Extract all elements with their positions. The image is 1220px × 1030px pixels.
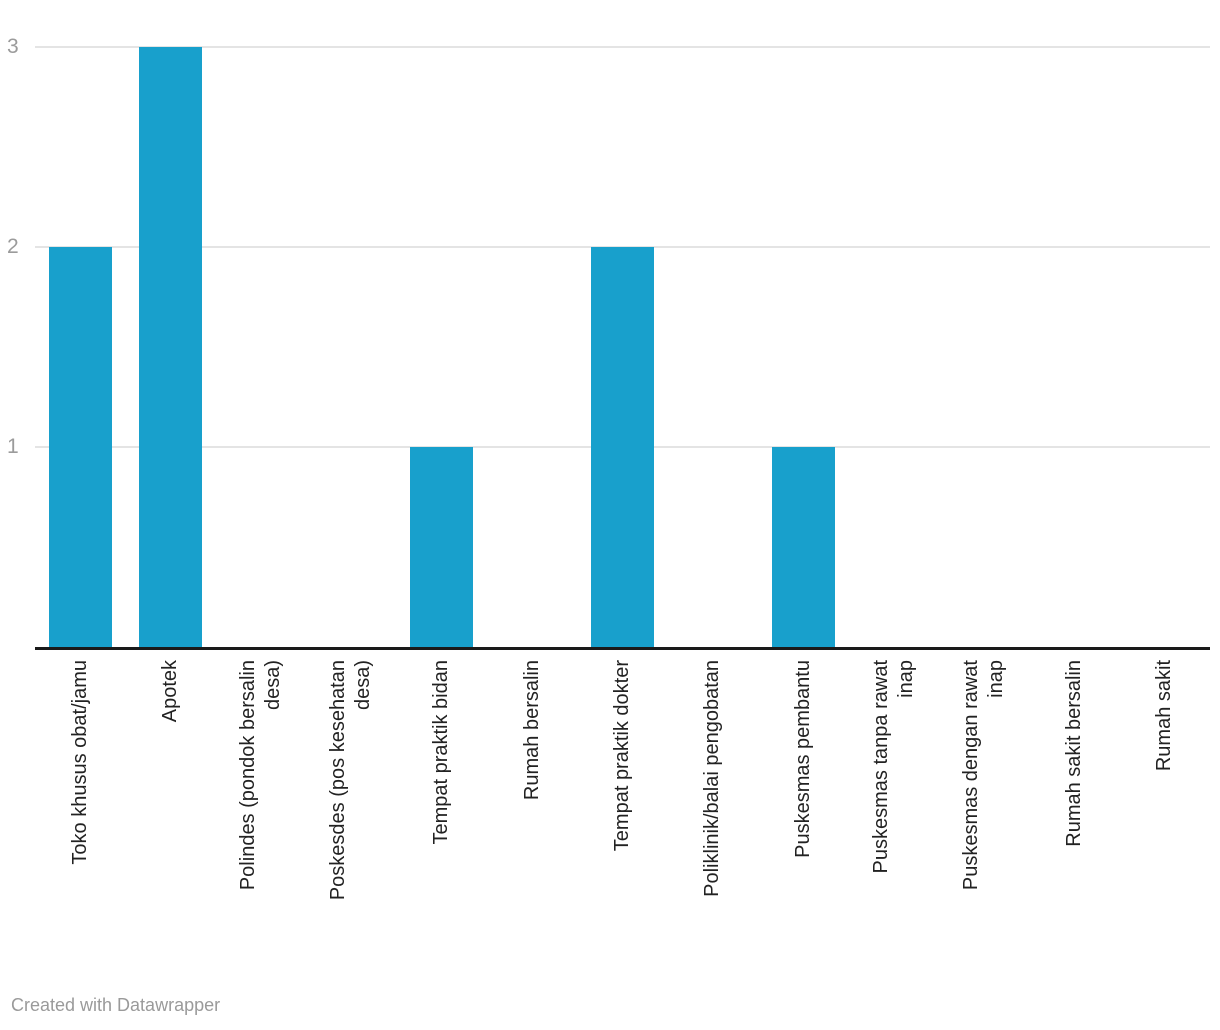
x-axis-line bbox=[35, 647, 1210, 650]
y-tick-label: 1 bbox=[7, 435, 19, 459]
y-tick-label: 2 bbox=[7, 235, 19, 259]
x-tick-label-line: desa) bbox=[352, 660, 375, 711]
x-tick-label: Rumah bersalin bbox=[520, 660, 545, 980]
x-tick-label-line: Tempat praktik bidan bbox=[430, 660, 453, 845]
x-tick-label-line: desa) bbox=[261, 660, 284, 711]
x-tick-label: Tempat praktik bidan bbox=[429, 660, 454, 980]
x-tick-label-line: inap bbox=[894, 660, 917, 698]
x-tick-label-line: Polindes (pondok bersalin bbox=[236, 660, 259, 891]
x-tick-label-line: Tempat praktik dokter bbox=[611, 660, 633, 852]
x-tick-label-line: inap bbox=[985, 660, 1008, 698]
x-tick-label: Poskesdes (pos kesehatan desa) bbox=[326, 660, 376, 980]
x-tick-label-line: Toko khusus obat/jamu bbox=[68, 660, 91, 865]
gridline-y3 bbox=[35, 46, 1210, 48]
x-tick-label: Polindes (pondok bersalin desa) bbox=[236, 660, 286, 980]
bar bbox=[139, 47, 203, 647]
x-tick-label-line: Apotek bbox=[159, 660, 182, 723]
x-tick-label: Rumah sakit bersalin bbox=[1062, 660, 1087, 980]
x-tick-label-line: Puskesmas tanpa rawat bbox=[869, 660, 892, 874]
x-tick-label-line: Rumah sakit bbox=[1153, 660, 1176, 772]
bar bbox=[771, 447, 835, 647]
x-tick-label-line: Poliklinik/balai pengobatan bbox=[701, 660, 724, 897]
x-tick-label: Puskesmas tanpa rawat inap bbox=[869, 660, 919, 980]
x-tick-label: Tempat praktik dokter bbox=[610, 660, 635, 980]
x-tick-label: Puskesmas dengan rawat inap bbox=[959, 660, 1009, 980]
x-tick-label: Rumah sakit bbox=[1152, 660, 1177, 980]
x-tick-label-line: Puskesmas dengan rawat bbox=[960, 660, 983, 891]
x-tick-label-line: Poskesdes (pos kesehatan bbox=[327, 660, 350, 901]
x-tick-label-line: Rumah bersalin bbox=[520, 660, 543, 801]
bar bbox=[48, 247, 112, 647]
x-tick-label: Poliklinik/balai pengobatan bbox=[700, 660, 725, 980]
y-tick-label: 3 bbox=[7, 35, 19, 59]
chart-footer: Created with Datawrapper bbox=[11, 994, 220, 1016]
bar bbox=[591, 247, 654, 647]
datawrapper-credit-link[interactable]: Created with Datawrapper bbox=[11, 995, 221, 1015]
x-tick-label-line: Rumah sakit bersalin bbox=[1062, 660, 1085, 847]
x-tick-label: Toko khusus obat/jamu bbox=[68, 660, 93, 980]
x-tick-label: Apotek bbox=[158, 660, 183, 980]
x-tick-label: Puskesmas pembantu bbox=[791, 660, 816, 980]
bar bbox=[410, 447, 474, 647]
x-tick-label-line: Puskesmas pembantu bbox=[791, 660, 814, 858]
